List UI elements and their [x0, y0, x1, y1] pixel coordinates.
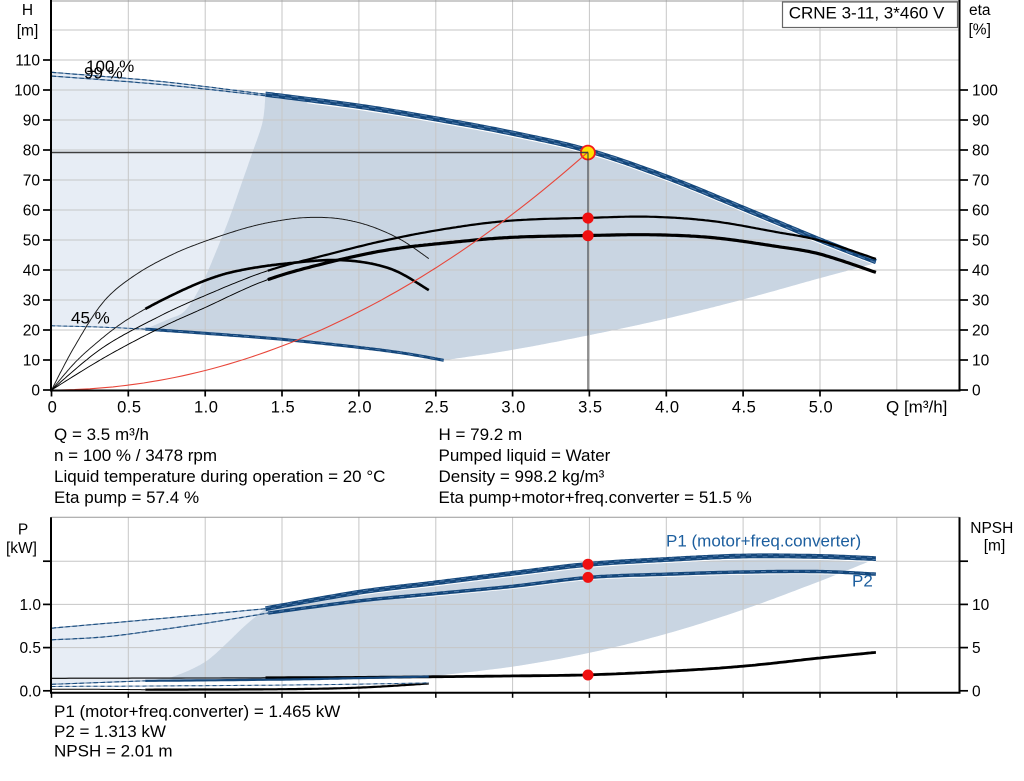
svg-text:5.0: 5.0	[809, 399, 833, 417]
svg-text:0: 0	[31, 383, 40, 400]
svg-text:1.0: 1.0	[19, 597, 41, 614]
svg-text:45 %: 45 %	[71, 309, 110, 328]
svg-text:60: 60	[23, 203, 41, 220]
svg-text:0: 0	[972, 683, 981, 700]
svg-text:[kW]: [kW]	[6, 540, 37, 557]
svg-text:0.0: 0.0	[19, 683, 41, 700]
svg-text:60: 60	[972, 203, 990, 220]
svg-text:P: P	[18, 521, 28, 538]
svg-text:90: 90	[972, 113, 990, 130]
svg-text:Eta pump+motor+freq.converter: Eta pump+motor+freq.converter = 51.5 %	[439, 488, 752, 507]
svg-text:P1 (motor+freq.converter): P1 (motor+freq.converter)	[666, 532, 861, 551]
svg-text:H: H	[22, 2, 33, 19]
svg-text:99 %: 99 %	[84, 64, 123, 83]
svg-text:1.0: 1.0	[194, 399, 218, 417]
svg-text:eta: eta	[969, 2, 991, 19]
svg-text:n = 100 % / 3478 rpm: n = 100 % / 3478 rpm	[54, 446, 217, 465]
svg-text:Pumped liquid = Water: Pumped liquid = Water	[439, 446, 611, 465]
svg-text:Liquid temperature during oper: Liquid temperature during operation = 20…	[54, 467, 385, 486]
svg-text:0.5: 0.5	[19, 640, 41, 657]
svg-text:30: 30	[23, 293, 41, 310]
svg-text:5: 5	[972, 640, 981, 657]
svg-text:100: 100	[972, 83, 998, 100]
svg-text:110: 110	[15, 53, 40, 70]
svg-text:0: 0	[972, 383, 981, 400]
svg-text:10: 10	[972, 597, 990, 614]
svg-text:40: 40	[23, 263, 41, 280]
svg-text:10: 10	[972, 353, 990, 370]
svg-text:4.5: 4.5	[732, 399, 756, 417]
svg-text:Q = 3.5 m³/h: Q = 3.5 m³/h	[54, 425, 149, 444]
svg-text:[m]: [m]	[17, 23, 39, 40]
svg-text:70: 70	[23, 173, 41, 190]
svg-text:80: 80	[23, 143, 41, 160]
svg-text:3.0: 3.0	[501, 399, 525, 417]
svg-text:Eta pump = 57.4 %: Eta pump = 57.4 %	[54, 488, 199, 507]
svg-text:20: 20	[972, 323, 990, 340]
svg-text:P2: P2	[852, 572, 873, 591]
svg-text:50: 50	[23, 233, 41, 250]
svg-text:0: 0	[48, 399, 58, 417]
svg-text:20: 20	[23, 323, 41, 340]
svg-text:NPSH: NPSH	[970, 520, 1013, 537]
svg-text:CRNE 3-11, 3*460 V: CRNE 3-11, 3*460 V	[789, 4, 945, 23]
svg-text:100 %: 100 %	[86, 57, 134, 76]
svg-text:100: 100	[14, 83, 40, 100]
svg-text:H = 79.2 m: H = 79.2 m	[439, 425, 523, 444]
svg-text:P2 = 1.313 kW: P2 = 1.313 kW	[54, 722, 166, 741]
svg-text:4.0: 4.0	[655, 399, 679, 417]
svg-text:P1 (motor+freq.converter) = 1.: P1 (motor+freq.converter) = 1.465 kW	[54, 702, 340, 721]
svg-text:1.5: 1.5	[271, 399, 295, 417]
svg-text:70: 70	[972, 173, 990, 190]
svg-text:50: 50	[972, 233, 990, 250]
svg-text:[%]: [%]	[969, 22, 991, 39]
svg-text:2.0: 2.0	[348, 399, 372, 417]
svg-text:30: 30	[972, 293, 990, 310]
svg-text:Q [m³/h]: Q [m³/h]	[886, 398, 947, 417]
svg-text:90: 90	[23, 113, 41, 130]
svg-text:10: 10	[23, 353, 41, 370]
svg-text:3.5: 3.5	[578, 399, 602, 417]
svg-text:80: 80	[972, 143, 990, 160]
svg-text:2.5: 2.5	[425, 399, 449, 417]
svg-text:NPSH = 2.01 m: NPSH = 2.01 m	[54, 742, 173, 761]
svg-text:0.5: 0.5	[117, 399, 141, 417]
svg-text:Density = 998.2 kg/m³: Density = 998.2 kg/m³	[439, 467, 605, 486]
svg-text:[m]: [m]	[984, 538, 1006, 555]
svg-text:40: 40	[972, 263, 990, 280]
